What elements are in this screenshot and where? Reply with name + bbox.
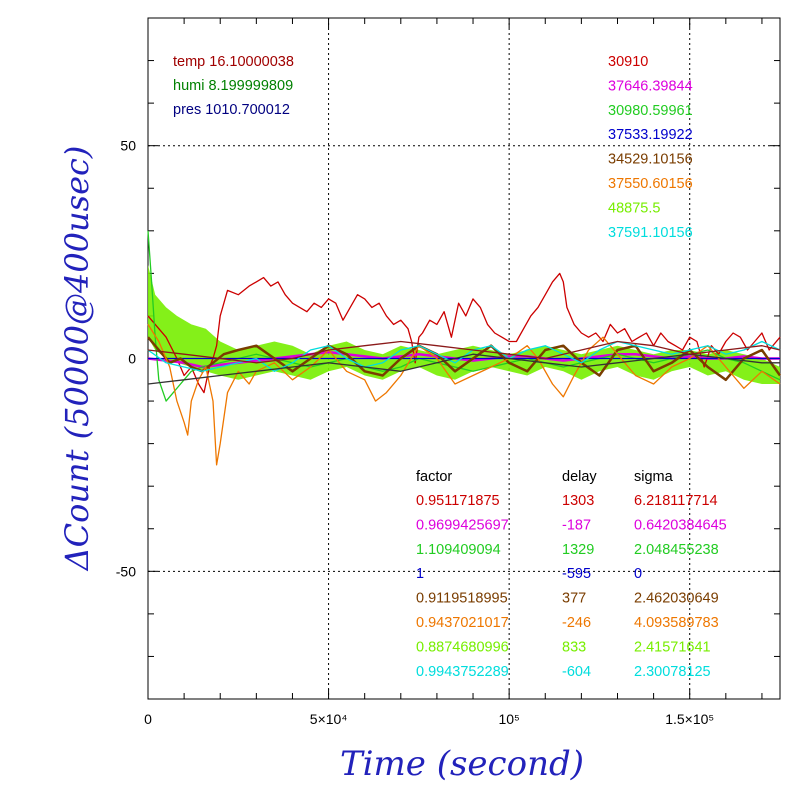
stats-table: factor delay sigma 0.951171875 1303 6.2181177… bbox=[416, 469, 727, 680]
count-label-3: 37533.19922 bbox=[608, 127, 693, 143]
table-cell-factor-5: 0.9437021017 bbox=[416, 615, 509, 631]
count-annotations: 30910 37646.39844 30980.59961 37533.19922 34… bbox=[608, 54, 693, 241]
x-tick-label-1: 5×10⁴ bbox=[310, 711, 348, 727]
table-cell-sigma-5: 4.093589783 bbox=[634, 615, 719, 631]
table-header-delay: delay bbox=[562, 469, 597, 485]
table-cell-delay-2: 1329 bbox=[562, 542, 594, 558]
table-cell-factor-1: 0.9699425697 bbox=[416, 517, 509, 533]
table-cell-sigma-3: 0 bbox=[634, 566, 642, 582]
table-cell-delay-4: 377 bbox=[562, 591, 586, 607]
table-cell-factor-3: 1 bbox=[416, 566, 424, 582]
table-cell-factor-4: 0.9119518995 bbox=[416, 591, 508, 607]
table-cell-delay-5: -246 bbox=[562, 615, 591, 631]
table-cell-delay-3: -595 bbox=[562, 566, 591, 582]
table-cell-delay-7: -604 bbox=[562, 664, 591, 680]
series-layer bbox=[147, 230, 782, 466]
count-label-2: 30980.59961 bbox=[608, 103, 693, 119]
table-cell-factor-0: 0.951171875 bbox=[416, 493, 500, 509]
y-tick-label-0: 50 bbox=[120, 138, 136, 154]
environment-label-0: temp 16.10000038 bbox=[173, 54, 294, 70]
table-cell-sigma-2: 2.048455238 bbox=[634, 542, 719, 558]
count-label-4: 34529.10156 bbox=[608, 152, 693, 168]
series-line-5 bbox=[147, 324, 781, 466]
table-cell-delay-0: 1303 bbox=[562, 493, 594, 509]
x-axis-title: Time (second) bbox=[340, 744, 584, 784]
minor-ticks bbox=[148, 18, 780, 699]
table-cell-sigma-0: 6.218117714 bbox=[634, 493, 718, 509]
table-cell-sigma-6: 2.41571641 bbox=[634, 639, 711, 655]
table-cell-factor-2: 1.109409094 bbox=[416, 542, 501, 558]
y-tick-label-1: 0 bbox=[128, 351, 136, 367]
count-label-1: 37646.39844 bbox=[608, 78, 693, 94]
count-label-6: 48875.5 bbox=[608, 200, 660, 216]
table-cell-sigma-1: 0.6420384645 bbox=[634, 517, 727, 533]
count-label-7: 37591.10156 bbox=[608, 225, 693, 241]
table-header-sigma: sigma bbox=[634, 469, 674, 485]
environment-label-2: pres 1010.700012 bbox=[173, 102, 290, 118]
count-label-5: 37550.60156 bbox=[608, 176, 693, 192]
environment-annotations: temp 16.10000038 humi 8.199999809 pres 101… bbox=[173, 54, 294, 118]
y-tick-labels: 50 0 -50 bbox=[116, 138, 136, 580]
y-axis-title: ΔCount (50000@400usec) bbox=[58, 146, 96, 573]
table-cell-sigma-4: 2.462030649 bbox=[634, 591, 719, 607]
table-cell-factor-7: 0.9943752289 bbox=[416, 664, 509, 680]
table-cell-delay-1: -187 bbox=[562, 517, 591, 533]
table-cell-factor-6: 0.8874680996 bbox=[416, 639, 509, 655]
series-line-8 bbox=[147, 340, 781, 364]
x-tick-labels: 0 5×10⁴ 10⁵ 1.5×10⁵ bbox=[144, 711, 714, 727]
x-tick-label-2: 10⁵ bbox=[498, 711, 519, 727]
x-tick-label-3: 1.5×10⁵ bbox=[665, 711, 714, 727]
y-tick-label-2: -50 bbox=[116, 563, 136, 579]
series-line-0 bbox=[147, 272, 781, 394]
count-label-0: 30910 bbox=[608, 54, 648, 70]
table-cell-sigma-7: 2.30078125 bbox=[634, 664, 711, 680]
table-header-factor: factor bbox=[416, 469, 452, 485]
x-tick-label-0: 0 bbox=[144, 711, 152, 727]
environment-label-1: humi 8.199999809 bbox=[173, 78, 293, 94]
table-cell-delay-6: 833 bbox=[562, 639, 586, 655]
